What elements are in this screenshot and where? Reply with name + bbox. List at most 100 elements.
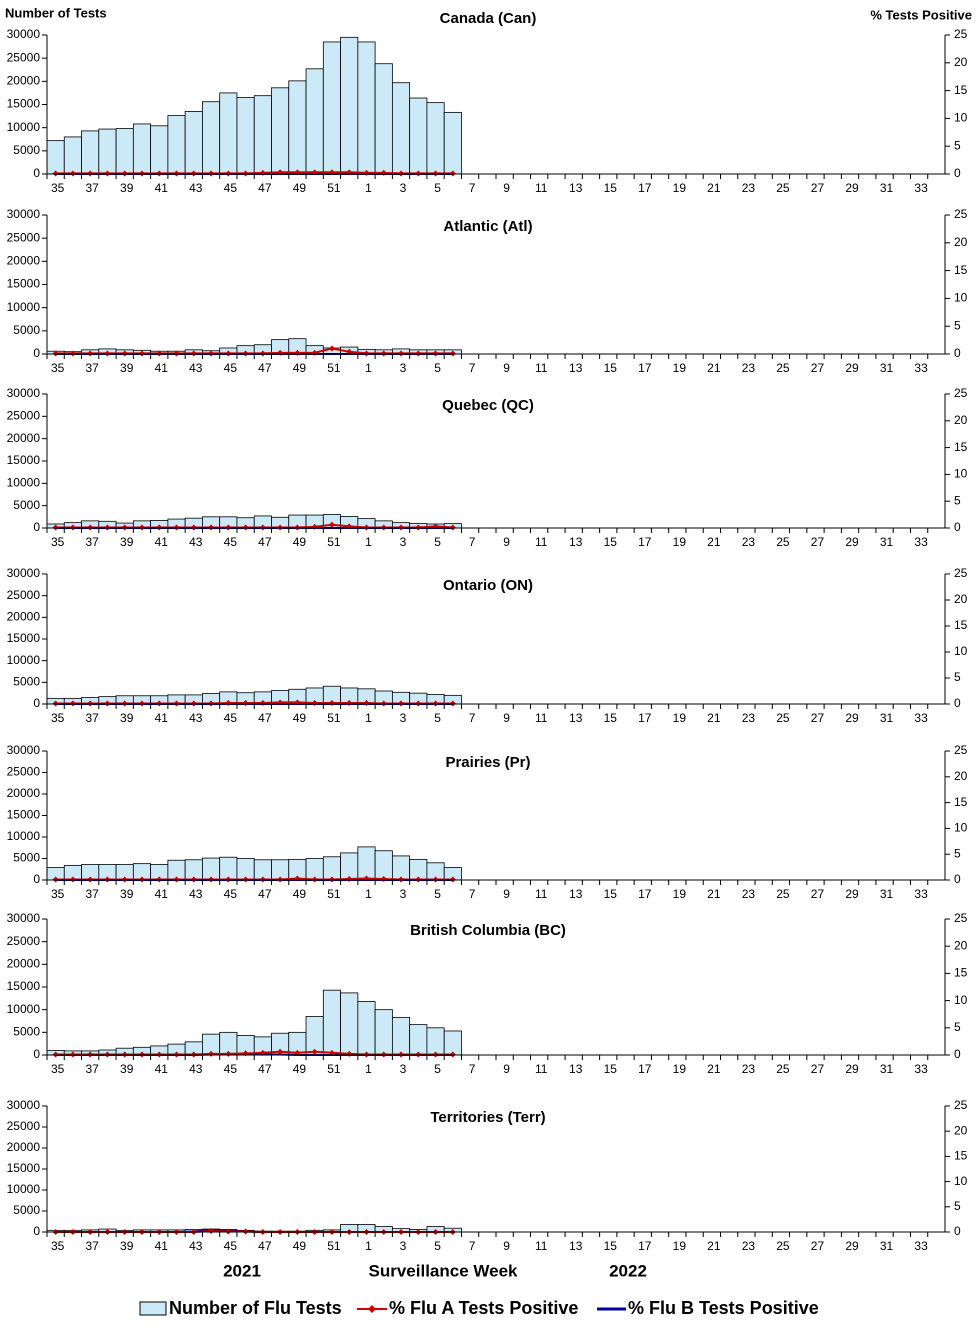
x-tick-label: 5: [434, 535, 441, 549]
x-tick-label: 37: [85, 361, 99, 375]
year-label: 2022: [609, 1261, 647, 1280]
y2-tick-label: 5: [954, 846, 961, 860]
y-tick-label: 0: [33, 1047, 40, 1061]
line-marker: [242, 1228, 249, 1235]
y-tick-label: 25000: [7, 1119, 41, 1133]
y-tick-label: 20000: [7, 74, 41, 88]
y2-tick-label: 25: [954, 1098, 968, 1112]
legend-label: % Flu A Tests Positive: [389, 1298, 578, 1318]
line-marker: [277, 876, 284, 883]
panel: Prairies (Pr)050001000015000200002500030…: [7, 743, 968, 901]
x-tick-label: 9: [503, 711, 510, 725]
x-tick-label: 5: [434, 361, 441, 375]
x-tick-label: 23: [742, 181, 756, 195]
y2-tick-label: 25: [954, 911, 968, 925]
y-tick-label: 25000: [7, 588, 41, 602]
x-tick-label: 9: [503, 1239, 510, 1253]
line-marker: [225, 876, 232, 883]
line-marker: [138, 350, 145, 357]
x-tick-label: 23: [742, 535, 756, 549]
x-tick-label: 25: [776, 535, 790, 549]
line-marker: [432, 876, 439, 883]
x-tick-label: 39: [120, 181, 134, 195]
x-tick-label: 27: [811, 181, 825, 195]
x-tick-label: 17: [638, 181, 652, 195]
y-tick-label: 0: [33, 1224, 40, 1238]
bar: [443, 111, 462, 175]
x-tick-label: 3: [400, 711, 407, 725]
y-tick-label: 20000: [7, 431, 41, 445]
line-marker: [363, 1051, 370, 1058]
x-tick-label: 19: [673, 1062, 687, 1076]
line-marker: [87, 350, 94, 357]
y-tick-label: 15000: [7, 277, 41, 291]
x-tick-label: 17: [638, 711, 652, 725]
line-marker: [190, 170, 197, 177]
x-tick-label: 21: [707, 535, 721, 549]
panel: Canada (Can) 0 5000 10000 15000 20000 25000 300…: [7, 10, 968, 195]
y2-tick-label: 5: [954, 1020, 961, 1034]
x-tick-label: 11: [535, 711, 548, 725]
line-marker: [69, 876, 76, 883]
y2-tick-label: 10: [954, 467, 968, 481]
x-tick-label: 27: [811, 361, 825, 375]
line-series: [55, 877, 453, 881]
y-tick-label: 30000: [7, 386, 41, 400]
x-tick-label: 15: [604, 887, 618, 901]
line-marker: [69, 170, 76, 177]
line-marker: [190, 1051, 197, 1058]
line-marker: [87, 524, 94, 531]
x-tick-label: 39: [120, 535, 134, 549]
x-tick-label: 33: [914, 181, 928, 195]
x-tick-label: 31: [880, 181, 894, 195]
line-marker: [432, 700, 439, 707]
x-tick-label: 13: [569, 887, 583, 901]
line-marker: [398, 524, 405, 531]
x-tick-label: 9: [503, 535, 510, 549]
bar: [167, 115, 186, 175]
y2-tick-label: 25: [954, 566, 968, 580]
x-tick-label: 33: [914, 887, 928, 901]
bar: [288, 80, 307, 175]
line-marker: [121, 170, 128, 177]
bar: [81, 130, 100, 175]
x-tick-label: 15: [604, 1062, 618, 1076]
line-marker: [432, 1051, 439, 1058]
line-marker: [225, 350, 232, 357]
panel: Atlantic (Atl) 0 5000 10000 15000 20000 25000 3…: [7, 207, 968, 375]
line-marker: [156, 1051, 163, 1058]
x-tick-label: 19: [673, 711, 687, 725]
x-tick-label: 3: [400, 361, 407, 375]
x-tick-label: 43: [189, 535, 203, 549]
x-tick-label: 47: [258, 535, 272, 549]
x-tick-label: 1: [365, 711, 372, 725]
x-tick-label: 31: [880, 1062, 894, 1076]
x-tick-label: 39: [120, 1062, 134, 1076]
x-tick-label: 35: [51, 361, 65, 375]
x-tick-label: 29: [845, 361, 859, 375]
x-tick-label: 15: [604, 535, 618, 549]
x-tick-label: 23: [742, 887, 756, 901]
x-tick-label: 47: [258, 711, 272, 725]
x-tick-label: 43: [189, 1062, 203, 1076]
y-tick-label: 0: [33, 346, 40, 360]
line-marker: [415, 1051, 422, 1058]
y-tick-label: 20000: [7, 786, 41, 800]
x-tick-label: 7: [469, 535, 476, 549]
bar: [426, 1027, 445, 1056]
y-tick-label: 5000: [13, 323, 40, 337]
x-tick-label: 1: [365, 1062, 372, 1076]
line-marker: [277, 524, 284, 531]
y2-tick-label: 15: [954, 83, 968, 97]
x-tick-label: 3: [400, 1062, 407, 1076]
bar: [409, 97, 428, 175]
x-tick-label: 45: [224, 361, 238, 375]
bar: [46, 140, 65, 175]
y2-tick-label: 15: [954, 263, 968, 277]
legend: Number of Flu Tests % Flu A Tests Positi…: [139, 1298, 819, 1318]
bar: [305, 68, 324, 175]
y-tick-label: 10000: [7, 476, 41, 490]
bar: [236, 97, 255, 175]
legend-swatch: [139, 1301, 167, 1316]
x-tick-label: 1: [365, 181, 372, 195]
